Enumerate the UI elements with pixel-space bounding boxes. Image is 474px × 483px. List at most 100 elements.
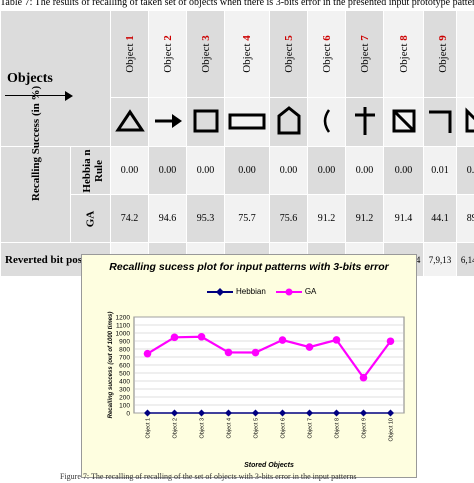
object-header: Object 10 [456, 10, 474, 98]
point-hebbian [387, 409, 394, 417]
group-label: Recalling Success (in %) [30, 85, 42, 200]
x-tick-label: Object 3 [200, 418, 206, 438]
ga-value: 91.2 [307, 194, 346, 243]
recall-chart: Recalling sucess plot for input patterns… [81, 254, 417, 478]
x-axis-label: Stored Objects [244, 462, 294, 469]
x-tick-label: Object 2 [173, 418, 179, 438]
ga-value: 95.3 [186, 194, 225, 243]
legend-label: GA [304, 287, 317, 296]
point-hebbian [279, 409, 286, 417]
x-tick-label: Object 7 [308, 418, 314, 438]
cross-icon [345, 97, 384, 147]
y-tick-label: 1100 [116, 323, 130, 330]
point-hebbian [144, 409, 151, 417]
object-header: Object 8 [383, 10, 424, 98]
point-ga [332, 336, 341, 344]
point-ga [386, 337, 395, 346]
arrow-head-icon [65, 91, 73, 101]
reverted-value: 7,9,13 [423, 242, 457, 277]
point-ga [251, 348, 260, 357]
object-header: Object 1 [110, 10, 149, 98]
table-caption: Table 7: The results of recalling of tak… [0, 0, 474, 8]
y-axis-label: Recalling success (out of 1000 times) [108, 312, 114, 419]
ga-value: 89.7 [456, 194, 474, 243]
x-tick-label: Object 4 [227, 418, 233, 438]
y-tick-label: 1000 [116, 331, 131, 338]
y-tick-label: 200 [119, 395, 130, 402]
objects-label: Objects [7, 71, 53, 86]
hebbian-value: 0.00 [456, 146, 474, 195]
legend-label: Hebbian [236, 287, 266, 296]
left-paren-icon [307, 97, 346, 147]
x-tick-label: Object 6 [281, 418, 287, 438]
x-tick-label: Object 5 [254, 418, 260, 438]
point-ga [224, 348, 233, 357]
y-tick-label: 800 [119, 347, 130, 354]
object-header: Object 5 [269, 10, 308, 98]
reverted-value: 6,14, 32 [456, 242, 474, 277]
arrow-line [5, 95, 67, 96]
point-ga [305, 343, 314, 351]
hebbian-value: 0.00 [110, 146, 149, 195]
y-tick-label: 0 [126, 411, 130, 418]
chart-legend: Hebbian GA [207, 287, 316, 296]
point-ga [278, 336, 287, 344]
hebbian-value: 0.00 [383, 146, 424, 195]
figure-caption: Figure 7: The recalling of recalling of … [60, 472, 357, 481]
rectangle-icon [224, 97, 270, 147]
x-tick-label: Object 10 [389, 418, 395, 442]
point-hebbian [360, 409, 367, 417]
point-ga [143, 349, 152, 358]
hebbian-value: 0.00 [148, 146, 187, 195]
group-label-cell: Recalling Success (in %) [0, 85, 71, 243]
object-header-row: Objects Object 1 Object 2 Object 3 Objec… [0, 10, 474, 147]
y-tick-label: 100 [119, 403, 130, 410]
ga-value: 94.6 [148, 194, 187, 243]
ga-label: GA [84, 210, 97, 227]
y-tick-label: 900 [119, 339, 130, 346]
point-hebbian [225, 409, 232, 417]
y-tick-label: 600 [119, 363, 130, 370]
legend-item-ga: GA [275, 287, 317, 296]
corner-icon [423, 97, 457, 147]
y-tick-label: 1200 [116, 315, 131, 322]
hebbian-row: Recalling Success (in %) Hebbia n Rule 0… [0, 85, 474, 243]
chart-title: Recalling sucess plot for input patterns… [109, 261, 389, 273]
y-tick-label: 300 [119, 387, 130, 394]
object-header: Object 4 [224, 10, 270, 98]
object-header: Object 3 [186, 10, 225, 98]
right-triangle-icon [456, 97, 474, 147]
legend-item-hebbian: Hebbian [207, 287, 266, 296]
hebbian-value: 0.00 [186, 146, 225, 195]
ga-value: 44.1 [423, 194, 457, 243]
hebbian-value: 0.00 [307, 146, 346, 195]
hebbian-label: Hebbia n Rule [81, 148, 105, 193]
y-tick-label: 400 [119, 379, 130, 386]
pentagon-house-icon [269, 97, 308, 147]
crossed-square-icon [383, 97, 424, 147]
point-ga [197, 332, 206, 341]
point-ga [359, 373, 368, 382]
results-table: Objects Object 1 Object 2 Object 3 Objec… [0, 10, 474, 277]
ga-value: 75.7 [224, 194, 270, 243]
hebbian-label-cell: Hebbia n Rule [70, 146, 111, 195]
object-header: Object 6 [307, 10, 346, 98]
ga-value: 91.2 [345, 194, 384, 243]
ga-value: 74.2 [110, 194, 149, 243]
ga-value: 75.6 [269, 194, 308, 243]
hebbian-value: 0.00 [224, 146, 270, 195]
point-hebbian [252, 409, 259, 417]
x-tick-label: Object 1 [146, 418, 152, 438]
point-hebbian [171, 409, 178, 417]
point-ga [170, 333, 179, 342]
hebbian-value: 0.00 [269, 146, 308, 195]
point-hebbian [333, 409, 340, 417]
y-tick-label: 500 [119, 371, 130, 378]
hebbian-value: 0.01 [423, 146, 457, 195]
objects-header-cell: Objects [0, 10, 111, 147]
object-header: Object 2 [148, 10, 187, 98]
point-hebbian [306, 409, 313, 417]
triangle-icon [110, 97, 149, 147]
point-hebbian [198, 409, 205, 417]
object-header: Object 7 [345, 10, 384, 98]
